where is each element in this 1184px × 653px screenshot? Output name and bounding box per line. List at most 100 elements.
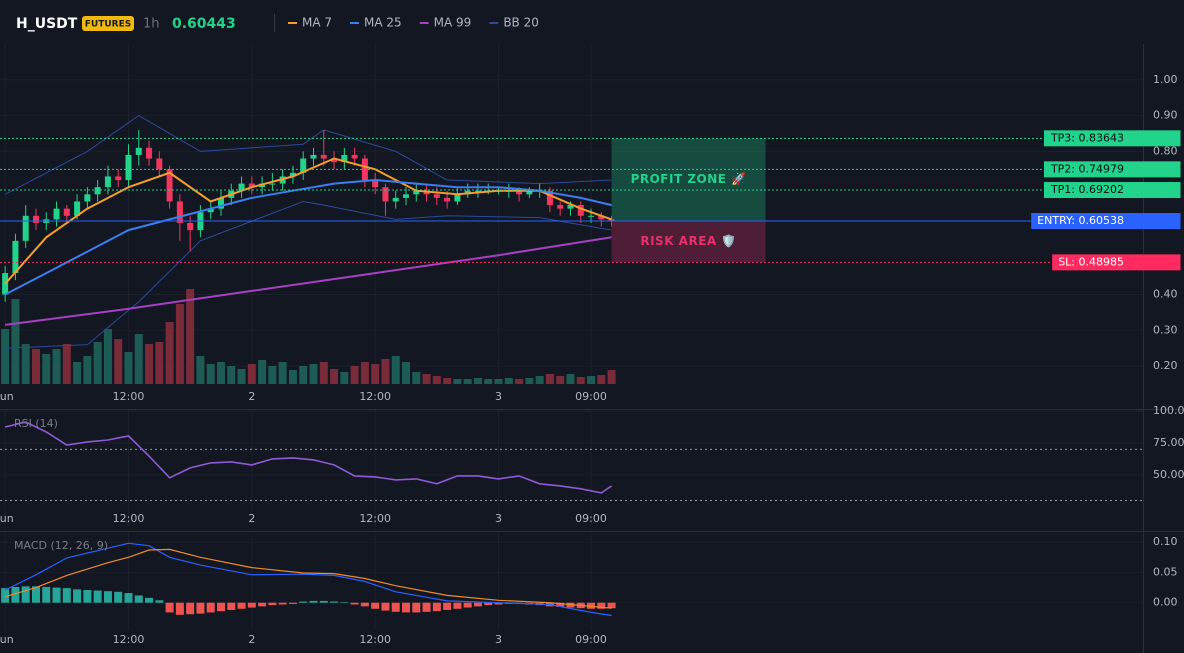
last-price: 0.60443 [172,16,236,32]
volume-bar [288,370,297,384]
histogram-bar [196,602,205,614]
volume-bar [607,370,616,384]
volume-bar [556,376,565,384]
volume-bar [525,378,534,384]
candle-body [588,215,595,217]
x-tick-label: 12:00 [359,512,391,525]
x-tick-label: 2 [248,633,255,646]
candle-body [310,154,317,159]
volume-bar [114,339,123,384]
volume-bar [535,376,544,384]
level-label: TP2: 0.74979 [1050,162,1124,175]
candle-body [176,201,183,223]
bb-upper [4,115,612,195]
candle-body [187,222,194,231]
candle-body [351,154,358,159]
y-tick-label: 100.00 [1153,404,1184,417]
y-tick-label: 0.10 [1153,535,1178,548]
candle-body [269,183,276,185]
histogram-bar [216,602,225,612]
volume-bar [278,362,287,384]
histogram-bar [607,602,616,609]
histogram-bar [247,602,256,608]
candle-body [372,180,379,188]
histogram-bar [443,602,452,610]
volume-bar [165,322,174,384]
volume-bar [83,356,92,384]
y-tick-label: 0.30 [1153,323,1178,336]
badge: FUTURES [85,20,131,30]
histogram-bar [412,602,421,613]
volume-bar [422,374,431,384]
x-tick-label: Jun [0,512,14,525]
candle-body [12,240,19,274]
bb-lower [5,200,612,349]
candle-body [516,190,523,195]
histogram-bar [360,602,369,607]
volume-bar [52,349,61,384]
zone [611,138,766,222]
volume-bar [299,366,308,384]
zone-label: RISK AREA 🛡️ [640,234,736,248]
volume-bar [381,359,390,384]
volume-bar [103,329,112,384]
macd-line [4,548,612,609]
candle-body [598,215,605,220]
volume-bar [145,344,154,384]
volume-bar [360,362,369,384]
volume-bar [73,362,82,384]
volume-bar [545,374,554,384]
volume-bar [340,372,349,384]
volume-bar [124,352,133,384]
level-label-bg [1043,182,1181,199]
histogram-bar [391,602,400,612]
moving-average [4,157,612,285]
histogram-bar [330,601,339,603]
histogram-bar [83,589,92,603]
x-tick-label: Jun [0,633,14,646]
histogram-bar [145,597,154,603]
histogram-bar [62,588,71,603]
histogram-bar [155,600,164,603]
level-label-bg [1043,161,1181,178]
candle-body [526,190,533,195]
histogram-bar [175,602,184,615]
candle-body [474,190,481,192]
candle-body [413,190,420,195]
volume-bar [484,379,493,384]
x-tick-label: Jun [0,390,14,403]
volume-bar [412,372,421,384]
legend-label: MA 99 [434,16,472,30]
volume-bar [11,299,20,384]
candle-body [289,172,296,177]
y-tick-label: 75.00 [1153,436,1184,449]
histogram-bar [587,602,596,609]
candle-body [207,208,214,213]
volume-bar [31,349,40,384]
candle-body [392,197,399,202]
candle-body [135,147,142,155]
y-tick-label: 50.00 [1153,468,1184,481]
candle-body [433,194,440,198]
x-tick-label: 3 [495,390,502,403]
candle-body [115,176,122,180]
volume-bar [62,344,71,384]
x-tick-label: 09:00 [575,633,607,646]
volume-bar [494,379,503,384]
histogram-bar [463,602,472,608]
level-label: ENTRY: 0.60538 [1037,214,1124,227]
volume-bar [134,334,143,384]
volume-bar [402,362,411,384]
x-tick-label: 3 [495,512,502,525]
macd-line [4,542,612,617]
level-label: TP3: 0.83643 [1050,131,1124,144]
candle-body [166,169,173,202]
candle-body [146,147,153,159]
volume-bar [473,378,482,384]
x-tick-label: 12:00 [113,633,145,646]
candle-body [331,158,338,163]
y-tick-label: 0.80 [1153,144,1178,157]
